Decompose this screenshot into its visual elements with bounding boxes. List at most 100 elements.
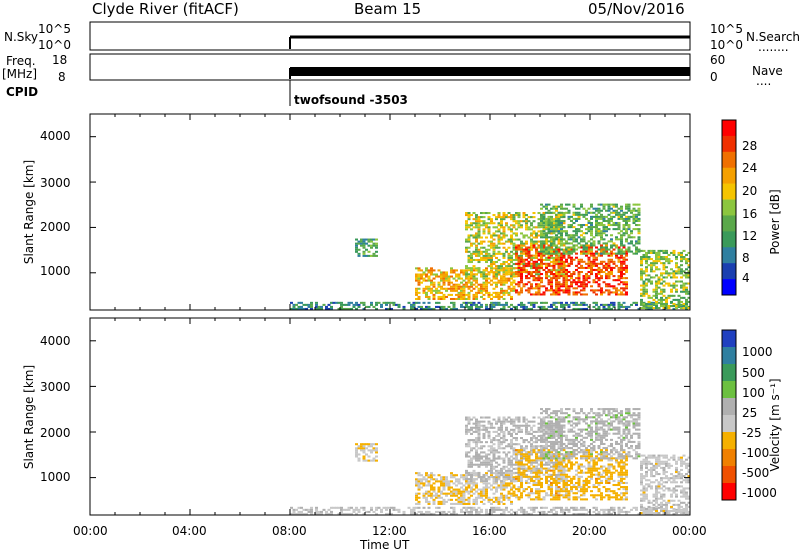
power-echo-cell <box>552 232 556 235</box>
velocity-echo-cell <box>580 490 583 493</box>
power-echo-cell <box>460 291 463 294</box>
velocity-echo-cell <box>562 478 566 481</box>
power-echo-cell <box>545 289 548 292</box>
power-echo-cell <box>665 249 668 252</box>
power-echo-cell <box>572 240 576 243</box>
power-echo-cell <box>610 203 613 206</box>
power-echo-cell <box>537 291 541 294</box>
power-echo-cell <box>427 307 431 310</box>
power-echo-cell <box>545 250 548 253</box>
power-echo-cell <box>427 301 431 304</box>
power-echo-cell <box>485 269 488 272</box>
power-echo-cell <box>560 273 563 276</box>
velocity-echo-cell <box>310 510 313 513</box>
power-echo-cell <box>317 305 321 308</box>
velocity-echo-cell <box>525 475 528 478</box>
velocity-echo-cell <box>507 469 511 472</box>
power-echo-cell <box>550 279 553 282</box>
velocity-echo-cell <box>625 492 628 495</box>
velocity-echo-cell <box>432 474 436 477</box>
velocity-echo-cell <box>515 437 518 440</box>
velocity-echo-cell <box>500 494 503 497</box>
power-echo-cell <box>567 279 571 282</box>
power-echo-cell <box>432 297 436 301</box>
velocity-echo-cell <box>485 457 488 460</box>
velocity-echo-cell <box>477 439 481 442</box>
power-echo-cell <box>665 256 668 259</box>
velocity-echo-cell <box>617 473 621 476</box>
velocity-echo-cell <box>500 437 503 440</box>
velocity-echo-cell <box>530 445 533 448</box>
power-echo-cell <box>475 267 478 270</box>
velocity-echo-cell <box>587 463 591 466</box>
velocity-echo-cell <box>567 459 571 462</box>
power-echo-cell <box>595 256 598 259</box>
power-echo-cell <box>547 248 551 251</box>
power-echo-cell <box>497 295 501 298</box>
velocity-echo-cell <box>582 508 586 511</box>
power-echo-cell <box>600 293 603 296</box>
power-echo-cell <box>470 258 473 261</box>
velocity-echo-cell <box>382 506 386 509</box>
velocity-echo-cell <box>477 471 481 474</box>
velocity-echo-cell <box>505 426 508 429</box>
power-echo-cell <box>675 272 678 275</box>
power-echo-cell <box>607 289 611 292</box>
power-echo-cell <box>522 244 526 247</box>
power-echo-cell <box>320 307 323 310</box>
power-echo-cell <box>495 291 498 294</box>
power-echo-cell <box>605 244 608 247</box>
velocity-echo-cell <box>440 496 443 499</box>
power-echo-cell <box>557 217 561 220</box>
power-echo-cell <box>465 283 468 286</box>
xtick-4: 16:00 <box>472 524 507 538</box>
power-echo-cell <box>645 305 648 308</box>
velocity-echo-cell <box>530 512 533 515</box>
velocity-echo-cell <box>557 477 561 480</box>
power-echo-cell <box>597 224 601 227</box>
power-echo-cell <box>667 272 671 275</box>
power-echo-cell <box>560 285 563 288</box>
power-echo-cell <box>497 212 501 215</box>
velocity-echo-cell <box>537 467 541 470</box>
power-echo-cell <box>527 301 531 304</box>
power-echo-cell <box>622 281 626 284</box>
velocity-echo-cell <box>410 508 413 511</box>
power-echo-cell <box>562 242 566 245</box>
velocity-echo-cell <box>535 469 538 472</box>
power-echo-cell <box>572 291 576 294</box>
power-echo-cell <box>430 287 433 290</box>
power-echo-cell <box>527 254 531 257</box>
power-echo-cell <box>502 289 506 292</box>
velocity-echo-cell <box>465 451 468 454</box>
velocity-echo-cell <box>545 461 548 464</box>
power-echo-cell <box>537 270 541 274</box>
velocity-echo-cell <box>372 459 376 462</box>
power-echo-cell <box>617 293 621 296</box>
power-echo-cells <box>290 203 691 310</box>
power-echo-cell <box>600 217 603 220</box>
power-echo-cell <box>595 258 598 261</box>
velocity-echo-cell <box>445 482 448 485</box>
power-echo-cell <box>625 248 628 251</box>
power-echo-cell <box>520 287 523 290</box>
velocity-echo-cell <box>482 424 486 427</box>
power-echo-cell <box>470 224 473 227</box>
velocity-echo-cell <box>555 483 558 487</box>
power-echo-cell <box>547 218 551 221</box>
power-echo-cell <box>390 307 393 310</box>
power-echo-cell <box>600 250 603 253</box>
power-echo-cell <box>480 258 483 261</box>
power-echo-cell <box>467 218 471 221</box>
power-echo-cell <box>592 252 596 255</box>
velocity-echo-cell <box>550 459 553 462</box>
power-echo-cell <box>510 214 513 217</box>
power-echo-cell <box>550 250 553 253</box>
velocity-echo-cell <box>462 496 466 499</box>
power-echo-cell <box>585 277 588 280</box>
velocity-echo-cell <box>452 474 456 477</box>
power-echo-cell <box>617 256 621 259</box>
power-echo-cell <box>620 254 623 257</box>
power-echo-cell <box>532 232 536 235</box>
velocity-echo-cell <box>557 445 561 448</box>
